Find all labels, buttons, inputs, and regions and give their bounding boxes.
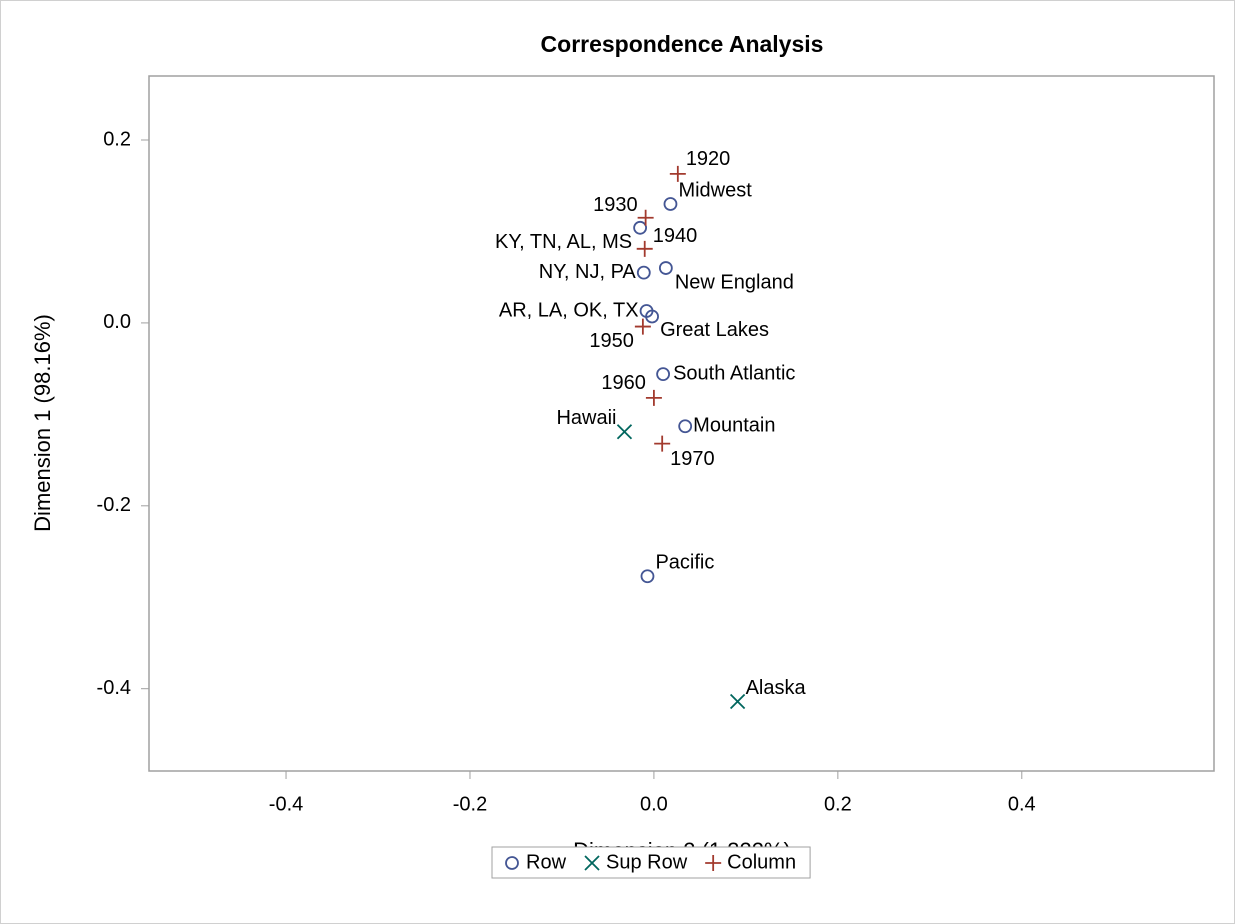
point-label: 1970 [670, 448, 715, 470]
point [654, 435, 671, 452]
point-label: NY, NJ, PA [539, 261, 637, 283]
marker-plus [669, 165, 686, 182]
y-tick-label: 0.2 [103, 128, 131, 150]
y-tick-label: 0.0 [103, 311, 131, 333]
x-tick-label: 0.2 [824, 793, 852, 815]
point [656, 367, 671, 382]
x-tick-label: -0.2 [453, 793, 487, 815]
plot-frame [148, 75, 1215, 772]
point-label: Hawaii [556, 407, 616, 429]
point [616, 424, 633, 440]
marker-circle [658, 261, 673, 275]
point [633, 220, 648, 235]
marker-x [729, 693, 746, 710]
marker-plus [645, 389, 662, 406]
legend: Row Sup Row Column [491, 846, 811, 879]
point-label: 1960 [601, 372, 646, 394]
marker-plus [637, 209, 654, 226]
marker-x [616, 424, 633, 440]
point-label: New England [675, 271, 794, 293]
marker-circle [633, 220, 648, 235]
point [584, 855, 600, 871]
point-label: Alaska [746, 677, 807, 699]
marker-x [584, 855, 600, 871]
y-tick-label: -0.4 [97, 677, 131, 699]
point-label: Mountain [693, 415, 775, 437]
x-tick-label: 0.0 [640, 793, 668, 815]
point-label: 1930 [593, 194, 638, 216]
marker-circle [636, 265, 651, 280]
marker-circle [656, 367, 671, 382]
marker-circle [678, 419, 693, 434]
marker-plus [636, 240, 653, 257]
x-tick-label: 0.4 [1008, 793, 1036, 815]
legend-box [491, 846, 811, 879]
point [663, 197, 678, 211]
point [645, 389, 662, 406]
point-label: South Atlantic [673, 362, 795, 384]
point [705, 855, 722, 871]
point [637, 209, 654, 226]
x-tick-label: -0.4 [269, 793, 303, 815]
y-axis-title: Dimension 1 (98.16%) [30, 314, 55, 532]
point [640, 569, 655, 584]
point-label: 1950 [589, 330, 634, 352]
point [669, 165, 686, 182]
marker-plus [705, 855, 722, 871]
point-label: Midwest [678, 179, 752, 201]
marker-circle [640, 569, 655, 584]
point-label: 1940 [653, 225, 698, 247]
point [634, 318, 651, 335]
marker-circle [663, 197, 678, 211]
chart-title: Correspondence Analysis [541, 31, 824, 57]
point [729, 693, 746, 710]
y-tick-label: -0.2 [97, 494, 131, 516]
point-label: 1920 [686, 148, 731, 170]
marker-circle [645, 309, 659, 324]
point [658, 261, 673, 275]
point [636, 265, 651, 280]
point-label: AR, LA, OK, TX [499, 299, 639, 321]
point [678, 419, 693, 434]
point-label: KY, TN, AL, MS [495, 231, 632, 253]
point [636, 240, 653, 257]
marker-plus [634, 318, 651, 335]
legend-label: Row [526, 851, 567, 873]
marker-circle [505, 856, 519, 870]
point [645, 309, 659, 324]
marker-plus [654, 435, 671, 452]
legend-label: Column [727, 851, 796, 873]
point [505, 856, 519, 870]
point-label: Pacific [655, 551, 714, 573]
point-label: Great Lakes [660, 319, 769, 341]
legend-label: Sup Row [606, 851, 688, 873]
